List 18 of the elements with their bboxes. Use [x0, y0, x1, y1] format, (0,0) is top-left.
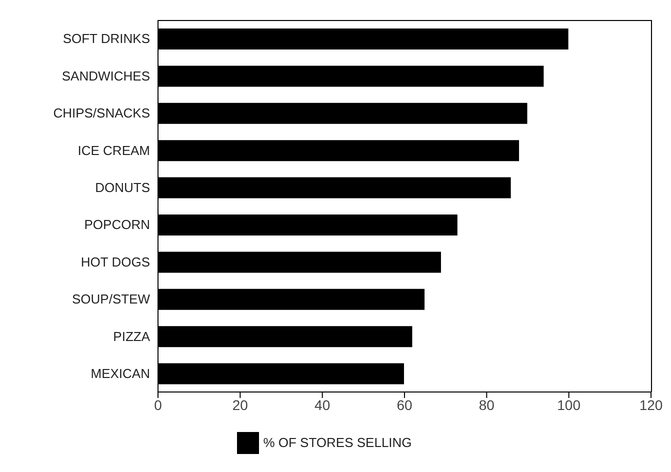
y-tick-label: DONUTS — [95, 180, 150, 196]
x-tick-label: 20 — [232, 396, 248, 413]
y-tick-label: CHIPS/SNACKS — [53, 106, 150, 121]
y-tick-label: MEXICAN — [90, 366, 150, 382]
y-tick-label: SOFT DRINKS — [62, 31, 150, 46]
x-tick-label: 60 — [396, 396, 412, 413]
y-tick-label: ICE CREAM — [78, 142, 150, 158]
y-tick-label: HOT DOGS — [80, 254, 150, 270]
x-tick-label: 100 — [557, 396, 581, 413]
x-tick-label: 120 — [639, 396, 663, 413]
y-tick-label: SANDWICHES — [62, 68, 150, 84]
x-tick-label: 80 — [478, 396, 495, 413]
y-tick-label: POPCORN — [84, 217, 150, 232]
x-tick-label: 40 — [314, 396, 330, 413]
y-tick-label: PIZZA — [113, 328, 150, 344]
legend-label: % OF STORES SELLING — [263, 435, 412, 450]
x-tick-label: 0 — [154, 396, 162, 413]
y-tick-label: SOUP/STEW — [72, 292, 151, 307]
